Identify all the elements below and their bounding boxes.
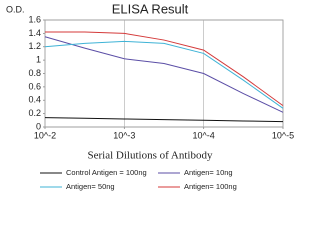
y-axis-label: O.D. xyxy=(6,4,25,14)
x-axis-label: Serial Dilutions of Antibody xyxy=(88,150,213,162)
legend-label: Antigen= 100ng xyxy=(184,182,237,191)
x-tick-label: 10^-4 xyxy=(193,130,215,140)
y-tick-label: 1.6 xyxy=(28,14,41,24)
y-tick-label: 0.2 xyxy=(28,108,41,118)
y-tick-label: 1.2 xyxy=(28,41,41,51)
chart: ELISA Result O.D. Serial Dilutions of An… xyxy=(6,1,294,191)
line-series xyxy=(44,36,284,113)
plot-frame xyxy=(44,19,284,128)
x-tick-label: 10^-2 xyxy=(34,130,56,140)
legend-label: Antigen= 10ng xyxy=(184,168,233,177)
legend-label: Antigen= 50ng xyxy=(66,182,115,191)
chart-title: ELISA Result xyxy=(112,1,189,16)
x-tick-label: 10^-5 xyxy=(272,130,294,140)
y-tick-label: 0.6 xyxy=(28,81,41,91)
line-series xyxy=(45,31,284,107)
x-tick-label: 10^-3 xyxy=(113,130,135,140)
y-tick-label: 0.4 xyxy=(28,95,41,105)
y-tick-label: 0.8 xyxy=(28,68,41,78)
y-tick-label: 1.4 xyxy=(28,28,41,38)
line-series xyxy=(44,117,284,123)
y-tick-label: 1 xyxy=(36,55,41,65)
line-series xyxy=(44,40,284,109)
legend-label: Control Antigen = 100ng xyxy=(66,168,147,177)
y-tick-label: 0 xyxy=(36,121,41,131)
